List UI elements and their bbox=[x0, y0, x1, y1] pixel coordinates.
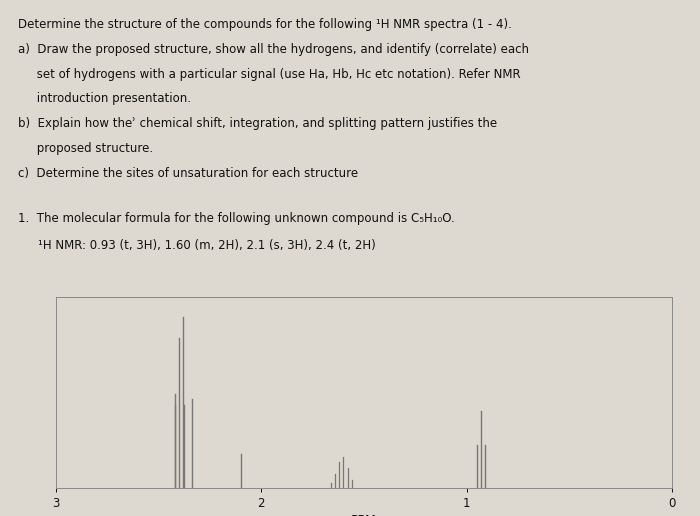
Text: b)  Explain how theʾ chemical shift, integration, and splitting pattern justifie: b) Explain how theʾ chemical shift, inte… bbox=[18, 117, 496, 130]
Text: introduction presentation.: introduction presentation. bbox=[18, 92, 190, 105]
Text: set of hydrogens with a particular signal (use Ha, Hb, Hc etc notation). Refer N: set of hydrogens with a particular signa… bbox=[18, 68, 520, 80]
Text: proposed structure.: proposed structure. bbox=[18, 142, 153, 155]
Text: Determine the structure of the compounds for the following ¹H NMR spectra (1 - 4: Determine the structure of the compounds… bbox=[18, 18, 512, 31]
Text: a)  Draw the proposed structure, show all the hydrogens, and identify (correlate: a) Draw the proposed structure, show all… bbox=[18, 43, 528, 56]
Text: 1.  The molecular formula for the following unknown compound is C₅H₁₀O.: 1. The molecular formula for the followi… bbox=[18, 212, 454, 225]
X-axis label: PPM: PPM bbox=[351, 514, 377, 516]
Text: c)  Determine the sites of unsaturation for each structure: c) Determine the sites of unsaturation f… bbox=[18, 167, 358, 180]
Text: ¹H NMR: 0.93 (t, 3H), 1.60 (m, 2H), 2.1 (s, 3H), 2.4 (t, 2H): ¹H NMR: 0.93 (t, 3H), 1.60 (m, 2H), 2.1 … bbox=[38, 239, 377, 252]
